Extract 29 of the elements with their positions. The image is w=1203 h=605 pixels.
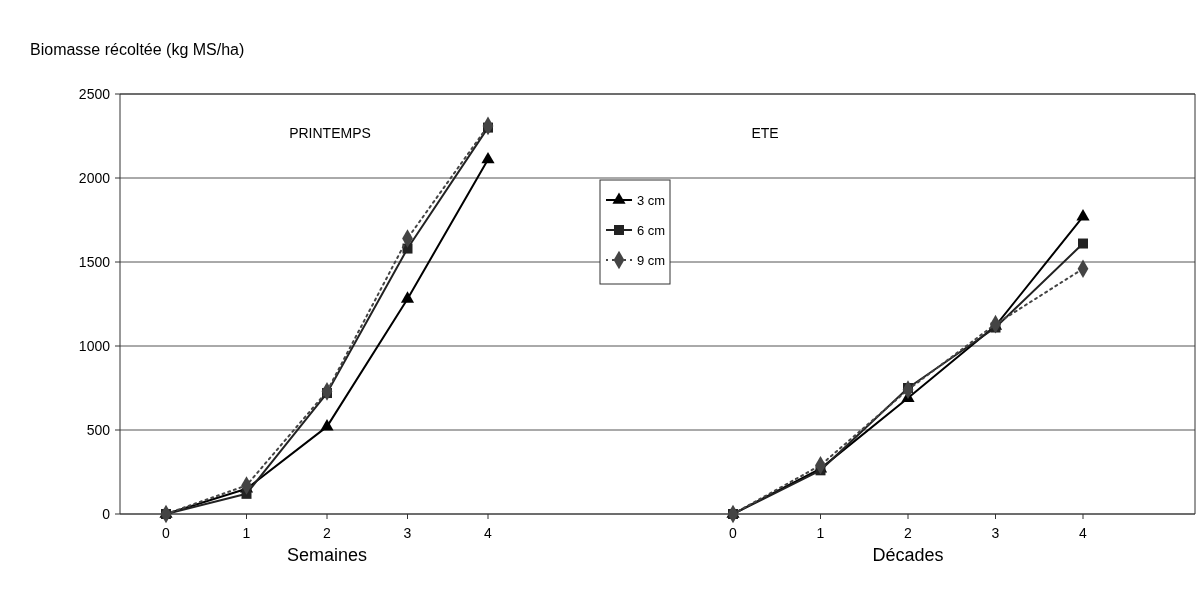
y-tick-label: 1500 — [78, 253, 111, 270]
legend-label: 3 cm — [637, 192, 666, 208]
x-tick-label: 0 — [729, 525, 738, 541]
x-tick-label: 4 — [1079, 525, 1088, 541]
point — [1076, 209, 1090, 221]
x-tick-label: 2 — [323, 525, 332, 541]
point — [1078, 238, 1088, 249]
y-tick-label: 1000 — [78, 337, 111, 354]
x-tick-label: 3 — [991, 525, 1000, 541]
legend-label: 6 cm — [637, 222, 666, 238]
x-tick-label: 2 — [904, 525, 913, 541]
x-tick-label: 1 — [816, 525, 825, 541]
x-tick-label: 3 — [403, 525, 412, 541]
y-tick-label: 2500 — [78, 85, 111, 102]
y-tick-label: 0 — [102, 505, 111, 522]
legend-label: 9 cm — [637, 252, 666, 268]
y-tick-label: 500 — [86, 421, 111, 438]
point — [481, 151, 495, 164]
x-tick-label: 1 — [242, 525, 251, 541]
x-tick-label: 4 — [484, 525, 493, 541]
annotation: PRINTEMPS — [289, 125, 371, 141]
y-axis-title: Biomasse récoltée (kg MS/ha) — [30, 41, 245, 58]
x-axis-title: Décades — [872, 545, 944, 565]
x-tick-label: 0 — [162, 525, 171, 541]
y-tick-label: 2000 — [78, 169, 111, 186]
x-axis-title: Semaines — [286, 545, 368, 565]
point — [320, 419, 334, 431]
annotation: ETE — [751, 125, 779, 141]
point — [400, 291, 415, 303]
